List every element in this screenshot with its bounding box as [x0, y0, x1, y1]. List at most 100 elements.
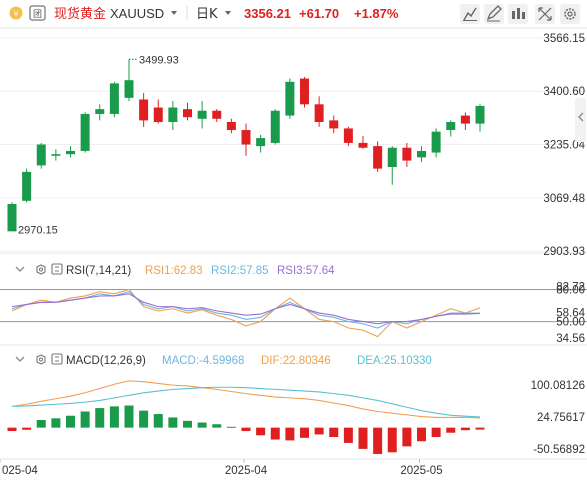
macd-bar[interactable]	[300, 427, 309, 438]
candlestick[interactable]	[226, 118, 236, 134]
crosshair-icon[interactable]	[460, 4, 480, 24]
candlestick[interactable]	[329, 115, 339, 134]
candlestick[interactable]	[358, 135, 368, 149]
rsi-series[interactable]	[11, 288, 481, 338]
rsi3-line[interactable]	[11, 293, 481, 325]
rsi-label[interactable]: RSI(7,14,21)	[66, 265, 131, 277]
candlestick[interactable]	[417, 146, 426, 163]
chevron-left-icon[interactable]	[578, 112, 584, 122]
collapse-arrow-icon[interactable]	[15, 266, 25, 272]
candlestick[interactable]	[402, 142, 412, 168]
candlestick[interactable]	[80, 112, 90, 153]
candlestick[interactable]	[109, 81, 119, 118]
last-price: 3356.21	[244, 6, 291, 21]
candlestick[interactable]	[168, 101, 178, 131]
macd-bar[interactable]	[270, 427, 280, 440]
candlestick[interactable]	[241, 123, 251, 156]
rsi1-line[interactable]	[11, 288, 481, 338]
candlestick[interactable]	[66, 146, 75, 158]
indicator-toggle-icon[interactable]	[51, 353, 63, 365]
macd-bar[interactable]	[212, 424, 222, 428]
macd-bar[interactable]	[314, 427, 324, 435]
price-tick-label: 3235.04	[543, 140, 585, 152]
indicator-bars-icon[interactable]	[508, 4, 528, 24]
candlestick[interactable]	[183, 102, 192, 121]
macd-bar[interactable]	[241, 427, 251, 432]
candlestick[interactable]	[51, 149, 61, 161]
candlestick[interactable]	[446, 120, 456, 137]
candlestick[interactable]	[95, 104, 105, 121]
period-dropdown-icon[interactable]	[225, 11, 231, 15]
macd-bar[interactable]	[256, 427, 266, 436]
candlestick[interactable]	[285, 78, 295, 119]
side-panel-toggle[interactable]	[575, 98, 586, 142]
macd-bar[interactable]	[95, 408, 105, 428]
macd-bar[interactable]	[197, 422, 207, 428]
dea-line[interactable]	[11, 386, 481, 418]
rsi2-line[interactable]	[11, 291, 481, 329]
instrument-name[interactable]: 现货黄金	[54, 6, 106, 22]
settings-icon[interactable]	[560, 4, 580, 24]
macd-bar[interactable]	[417, 427, 426, 442]
indicator-toggle-icon[interactable]	[51, 263, 63, 275]
macd-bar[interactable]	[139, 410, 149, 428]
settings-small-icon[interactable]	[36, 354, 46, 365]
macd-bar[interactable]	[329, 427, 339, 437]
macd-bar[interactable]	[66, 415, 75, 428]
macd-bar[interactable]	[373, 427, 383, 454]
symbol-dropdown-icon[interactable]	[171, 11, 177, 15]
candlestick[interactable]	[22, 168, 32, 203]
pencil-icon[interactable]	[484, 4, 504, 24]
candlestick[interactable]	[373, 141, 383, 172]
macd-bar[interactable]	[168, 417, 178, 428]
macd-bar[interactable]	[446, 427, 456, 433]
macd-bar[interactable]	[358, 427, 368, 449]
macd-bar[interactable]	[22, 427, 32, 430]
settings-small-icon[interactable]	[36, 264, 46, 275]
fullscreen-icon[interactable]	[535, 4, 555, 24]
macd-label[interactable]: MACD(12,26,9)	[66, 355, 146, 367]
candlestick[interactable]	[197, 101, 207, 129]
candlestick[interactable]	[124, 59, 134, 102]
macd-histogram[interactable]	[7, 405, 485, 454]
period-selector[interactable]: 日K	[196, 7, 218, 22]
macd-bar[interactable]	[226, 426, 236, 428]
collapse-arrow-icon[interactable]	[15, 356, 25, 362]
candlestick[interactable]	[460, 112, 470, 131]
symbol-code[interactable]: XAUUSD	[110, 6, 164, 21]
macd-bar[interactable]	[183, 420, 192, 428]
candlestick[interactable]	[7, 202, 17, 232]
dif-line[interactable]	[11, 380, 481, 419]
macd-bar[interactable]	[285, 427, 295, 441]
price-panel: 3566.15 3400.60 3235.04 3069.48 2903.93 3499…	[0, 33, 587, 258]
rsi-tick-label: 82.72	[556, 282, 585, 294]
macd-bar[interactable]	[387, 427, 397, 453]
macd-bar[interactable]	[343, 427, 353, 443]
candlestick[interactable]	[300, 76, 309, 108]
candlestick[interactable]	[475, 104, 485, 132]
macd-bar[interactable]	[7, 427, 17, 432]
macd-bar[interactable]	[402, 427, 412, 447]
macd-bar[interactable]	[475, 427, 485, 430]
candlestick[interactable]	[431, 128, 441, 158]
macd-bar[interactable]	[153, 414, 163, 428]
candlestick[interactable]	[343, 126, 353, 147]
candlestick[interactable]	[256, 134, 266, 153]
candlestick[interactable]	[212, 109, 222, 122]
macd-lines[interactable]	[11, 380, 481, 419]
macd-bar[interactable]	[460, 427, 470, 431]
candlestick-series[interactable]	[7, 59, 485, 232]
macd-bar[interactable]	[431, 427, 441, 437]
candlestick[interactable]	[387, 146, 397, 185]
macd-bar[interactable]	[51, 418, 61, 428]
candlestick[interactable]	[270, 109, 280, 145]
candlestick[interactable]	[36, 142, 46, 169]
candlestick[interactable]	[153, 99, 163, 124]
macd-bar[interactable]	[124, 405, 134, 428]
candlestick[interactable]	[139, 93, 149, 127]
candlestick[interactable]	[314, 96, 324, 127]
macd-bar[interactable]	[109, 406, 119, 428]
macd-bar[interactable]	[36, 419, 46, 428]
macd-bar[interactable]	[80, 411, 90, 428]
